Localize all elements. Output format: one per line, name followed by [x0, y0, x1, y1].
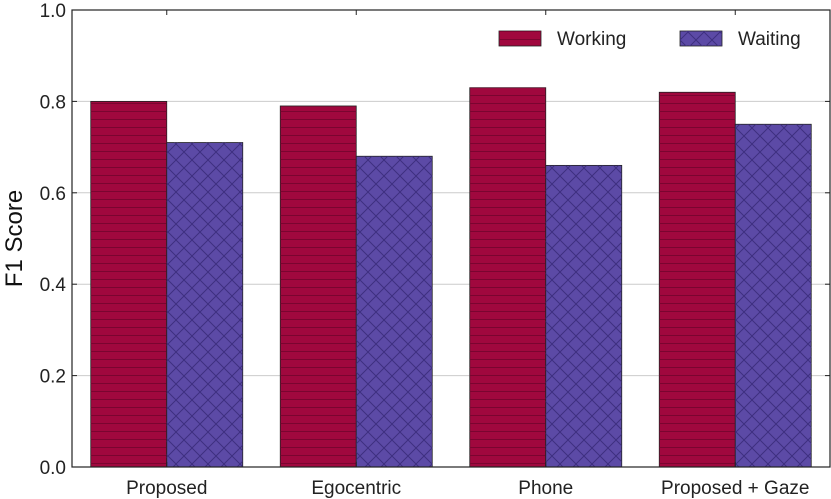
legend-label: Working	[557, 29, 626, 50]
legend-swatch-hatch	[499, 31, 541, 46]
bar-hatch	[166, 142, 243, 467]
bar-hatch	[469, 87, 546, 467]
bar-hatch	[659, 92, 736, 467]
y-tick-label: 1.0	[40, 1, 66, 22]
bar-hatch	[735, 124, 812, 467]
y-tick-label: 0.0	[40, 458, 66, 479]
x-tick-label: Proposed	[126, 478, 207, 499]
legend-label: Waiting	[738, 29, 801, 50]
plot-area-frame	[71, 9, 831, 468]
y-tick-label: 0.6	[40, 184, 66, 205]
y-axis-ticks: 0.0 0.2 0.4 0.6 0.8 1.0	[40, 1, 830, 479]
bar-hatch	[90, 101, 167, 468]
bar-hatch	[545, 165, 622, 467]
x-tick-label: Proposed + Gaze	[661, 478, 809, 499]
bar-hatch	[356, 156, 433, 468]
y-tick-label: 0.2	[40, 367, 66, 388]
x-tick-label: Phone	[518, 478, 573, 499]
bars	[90, 87, 812, 468]
bar-hatch	[280, 105, 357, 467]
x-axis-ticks: Proposed Egocentric Phone Proposed + Gaze	[126, 10, 809, 499]
legend: Working Waiting	[498, 29, 801, 50]
x-tick-label: Egocentric	[311, 478, 401, 499]
y-tick-label: 0.4	[40, 275, 67, 296]
y-tick-label: 0.8	[40, 92, 66, 113]
y-axis-label: F1 Score	[1, 190, 28, 287]
legend-swatch-hatch	[680, 31, 722, 46]
